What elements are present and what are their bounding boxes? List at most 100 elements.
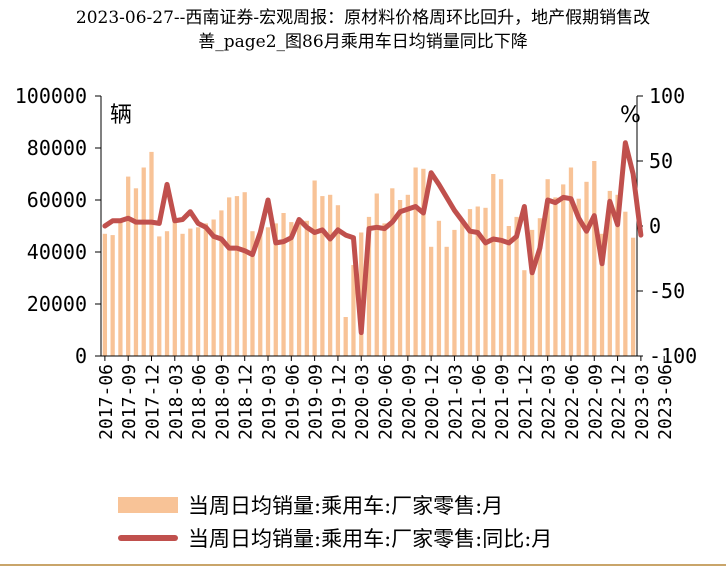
right-unit-label: % [620, 103, 641, 128]
left-tick-label: 100000 [15, 84, 87, 108]
bar [397, 200, 403, 356]
x-tick-label: 2019-03 [259, 364, 280, 440]
x-tick-label: 2021-06 [469, 364, 490, 440]
bar [242, 192, 247, 356]
bar [118, 220, 123, 356]
bar [227, 197, 232, 356]
bar [584, 181, 589, 356]
x-tick-label: 2023-06 [655, 364, 676, 440]
bar [390, 188, 395, 356]
right-tick-label: -100 [649, 344, 697, 368]
x-tick-label: 2021-09 [492, 364, 513, 440]
bar [164, 231, 170, 356]
bar [351, 265, 356, 356]
bar [258, 232, 263, 356]
bar [545, 179, 550, 356]
bar [405, 194, 410, 356]
bar [110, 235, 115, 356]
bar [452, 229, 457, 356]
x-tick-label: 2017-09 [119, 364, 140, 440]
left-tick-label: 80000 [27, 136, 87, 160]
bar [561, 184, 566, 356]
bar [413, 167, 418, 356]
bar [630, 237, 636, 356]
left-unit-label: 辆 [110, 103, 132, 128]
bar [537, 218, 543, 356]
right-tick-label: -50 [649, 279, 685, 303]
series-line [102, 140, 644, 336]
bar [141, 167, 146, 356]
bar [615, 194, 620, 356]
bar [250, 231, 255, 356]
bar [273, 223, 278, 356]
bar [599, 233, 605, 356]
bar [623, 211, 628, 356]
bar [296, 219, 302, 356]
right-tick-label: 100 [649, 84, 685, 108]
bar [211, 219, 216, 356]
bar [366, 216, 372, 356]
bar [343, 317, 348, 356]
bar [219, 210, 224, 356]
bar [444, 246, 449, 356]
bar [234, 196, 240, 356]
x-tick-label: 2018-03 [166, 364, 187, 440]
x-tick-label: 2021-03 [445, 364, 466, 440]
bar [188, 228, 193, 356]
x-tick-label: 2023-03 [632, 364, 653, 440]
x-tick-label: 2022-09 [585, 364, 606, 440]
bar [522, 270, 527, 356]
left-tick-label: 0 [75, 344, 87, 368]
bar [172, 219, 177, 356]
bottom-rule [0, 564, 726, 566]
bar [429, 246, 434, 356]
x-tick-label: 2021-12 [515, 364, 536, 440]
bar [195, 227, 201, 356]
bar [498, 179, 504, 356]
x-tick-label: 2017-12 [142, 364, 163, 440]
bar [436, 220, 442, 356]
bar [133, 188, 139, 356]
bar [529, 229, 535, 356]
right-tick-label: 50 [649, 149, 673, 173]
bar [203, 223, 208, 356]
bar [576, 198, 581, 356]
bar [281, 213, 286, 356]
bar [475, 206, 480, 356]
x-tick-label: 2018-09 [212, 364, 233, 440]
bar [265, 227, 271, 356]
x-tick-label: 2020-03 [352, 364, 373, 440]
legend-item-bar: 当周日均销量:乘用车:厂家零售:月 [118, 490, 503, 520]
x-tick-label: 2020-09 [399, 364, 420, 440]
bar [320, 196, 325, 356]
bar [180, 233, 185, 356]
x-tick-label: 2018-06 [189, 364, 210, 440]
legend-swatch-bar [118, 497, 178, 513]
legend-item-line: 当周日均销量:乘用车:厂家零售:同比:月 [118, 523, 552, 553]
x-tick-label: 2018-12 [236, 364, 257, 440]
x-tick-label: 2022-03 [539, 364, 560, 440]
legend-label-line: 当周日均销量:乘用车:厂家零售:同比:月 [188, 527, 553, 551]
bar [359, 232, 364, 356]
bar [467, 209, 473, 356]
title-line-2: 善_page2_图86月乘用车日均销量同比下降 [198, 32, 528, 52]
legend-label-bar: 当周日均销量:乘用车:厂家零售:月 [188, 494, 504, 518]
chart-canvas: 100000 80000 60000 40000 20000 0 100 50 0 -50 -100… [15, 84, 697, 440]
bar [157, 236, 162, 356]
bar [460, 222, 465, 356]
bar [553, 197, 558, 356]
title-line-1: 2023-06-27--西南证券-宏观周报：原材料价格周环比回升，地产假期销售改 [75, 8, 651, 28]
bar [304, 220, 309, 356]
left-tick-label: 20000 [27, 292, 87, 316]
x-tick-label: 2020-12 [422, 364, 443, 440]
x-tick-label: 2020-06 [376, 364, 397, 440]
bar [491, 174, 496, 356]
x-tick-label: 2022-06 [562, 364, 583, 440]
bar [607, 190, 612, 356]
bar [335, 205, 341, 356]
right-tick-label: 0 [649, 214, 661, 238]
x-tick-label: 2017-06 [96, 364, 117, 440]
bar [592, 161, 597, 356]
bar [102, 233, 108, 356]
bar [312, 180, 317, 356]
